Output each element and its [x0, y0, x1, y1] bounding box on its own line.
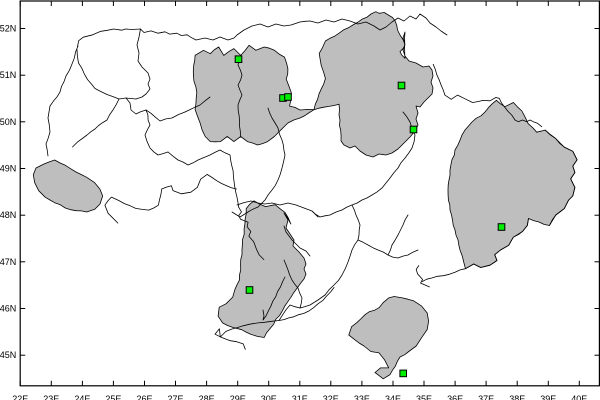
svg-text:36E: 36E — [447, 394, 463, 400]
svg-text:31E: 31E — [292, 394, 308, 400]
svg-text:51N: 51N — [0, 70, 16, 80]
svg-text:52N: 52N — [0, 24, 16, 34]
svg-text:50N: 50N — [0, 117, 16, 127]
svg-text:33E: 33E — [354, 394, 370, 400]
svg-text:26E: 26E — [136, 394, 152, 400]
svg-text:39E: 39E — [540, 394, 556, 400]
svg-text:22E: 22E — [12, 394, 28, 400]
svg-text:23E: 23E — [43, 394, 59, 400]
svg-text:37E: 37E — [478, 394, 494, 400]
svg-text:28E: 28E — [199, 394, 215, 400]
svg-text:48N: 48N — [0, 210, 16, 220]
svg-text:32E: 32E — [323, 394, 339, 400]
svg-text:34E: 34E — [385, 394, 401, 400]
svg-text:46N: 46N — [0, 304, 16, 314]
svg-text:25E: 25E — [105, 394, 121, 400]
svg-text:35E: 35E — [416, 394, 432, 400]
svg-text:49N: 49N — [0, 164, 16, 174]
svg-text:29E: 29E — [230, 394, 246, 400]
svg-text:40E: 40E — [571, 394, 587, 400]
svg-text:24E: 24E — [74, 394, 90, 400]
svg-text:30E: 30E — [261, 394, 277, 400]
svg-text:47N: 47N — [0, 257, 16, 267]
svg-text:38E: 38E — [509, 394, 525, 400]
svg-text:27E: 27E — [167, 394, 183, 400]
svg-text:45N: 45N — [0, 350, 16, 360]
